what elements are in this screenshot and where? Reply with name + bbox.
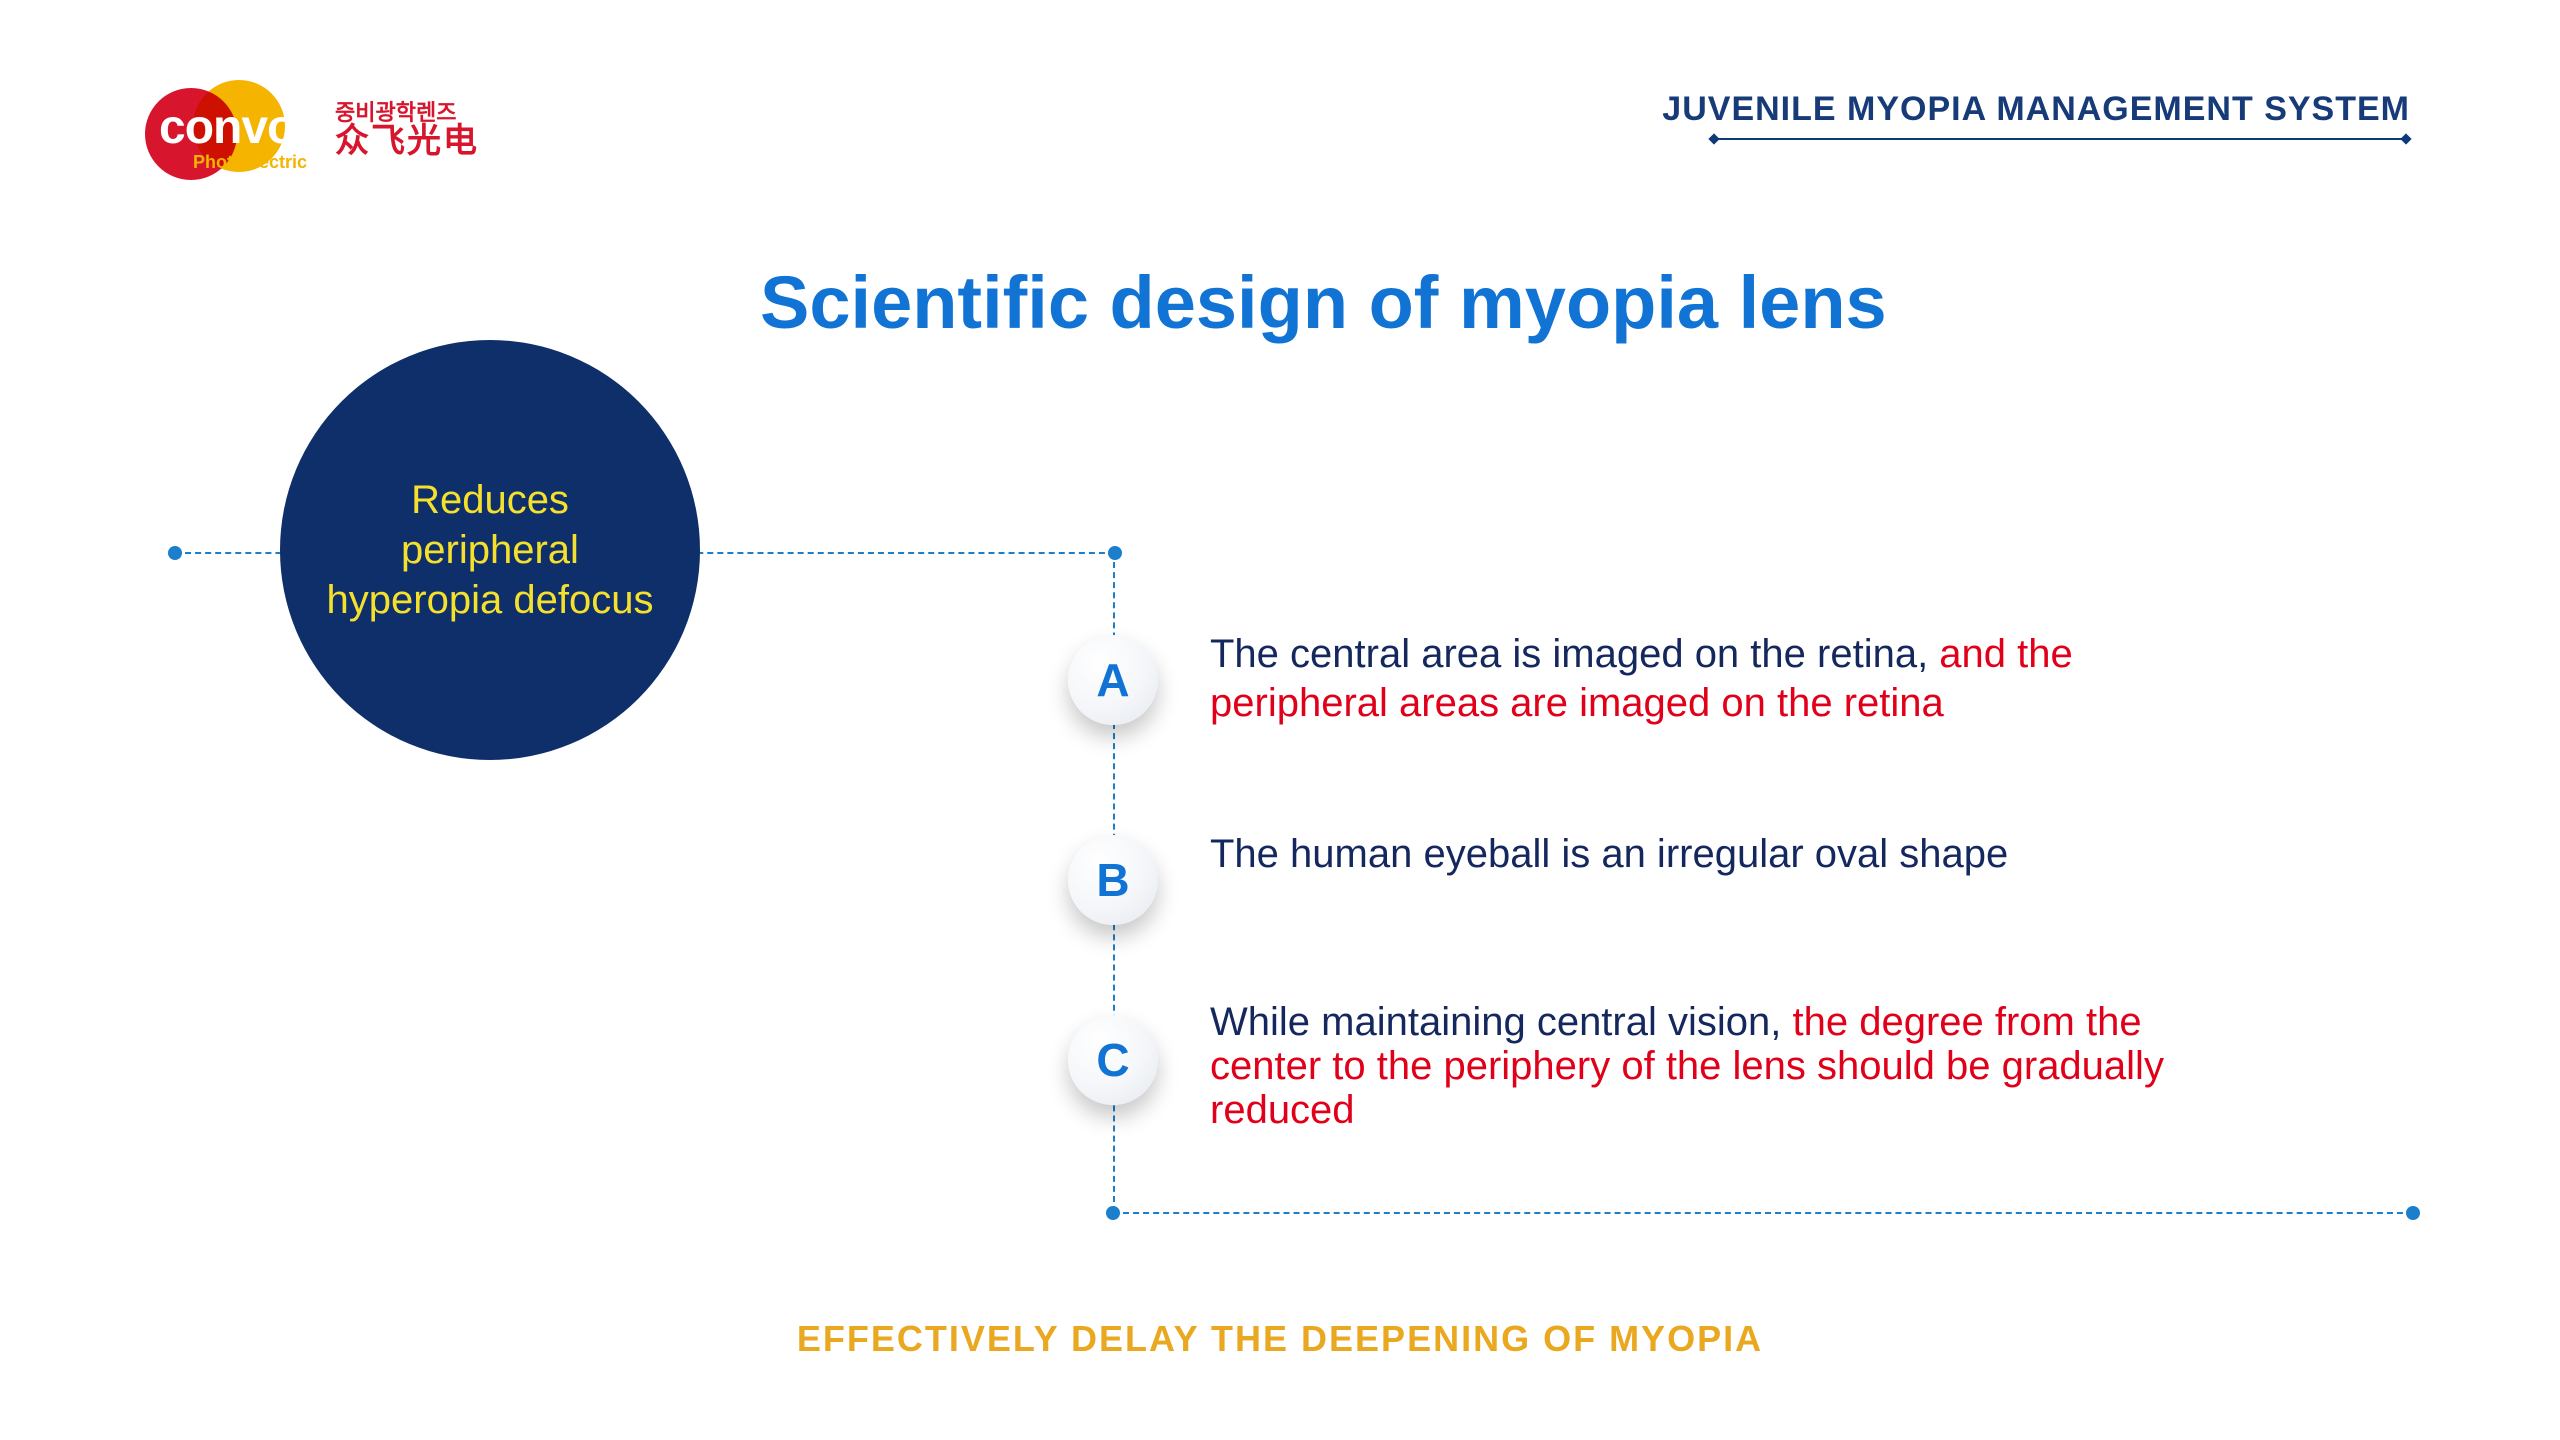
footer-tagline: EFFECTIVELY DELAY THE DEEPENING OF MYOPI… <box>0 1318 2560 1360</box>
point-letter-c: C <box>1096 1033 1129 1087</box>
brand-logo: convox Photoelectric 중비광학렌즈 众飞光电 <box>145 80 479 180</box>
header-subtitle: JUVENILE MYOPIA MANAGEMENT SYSTEM <box>1662 90 2410 129</box>
point-bubble-a: A <box>1068 635 1158 725</box>
point-b-text: The human eyeball is an irregular oval s… <box>1210 832 2008 876</box>
logo-mark: convox Photoelectric <box>145 80 325 180</box>
connector-bottom <box>1113 1212 2413 1214</box>
logo-sub: Photoelectric <box>193 152 307 173</box>
hero-circle-text: Reduces peripheral hyperopia defocus <box>320 475 660 625</box>
logo-chinese: 众飞光电 <box>335 124 479 160</box>
logo-korean: 중비광학렌즈 <box>335 101 479 124</box>
connector-dot <box>1108 546 1122 560</box>
point-text-a: The central area is imaged on the retina… <box>1210 630 2170 728</box>
header-underline <box>1710 138 2410 140</box>
point-letter-a: A <box>1096 653 1129 707</box>
point-bubble-c: C <box>1068 1015 1158 1105</box>
point-a-part1: The central area is imaged on the retina… <box>1210 632 1939 676</box>
connector-dot <box>2406 1206 2420 1220</box>
point-letter-b: B <box>1096 853 1129 907</box>
connector-dot <box>1106 1206 1120 1220</box>
point-c-part1: While maintaining central vision, <box>1210 1000 1792 1044</box>
main-title: Scientific design of myopia lens <box>760 260 1887 345</box>
hero-circle: Reduces peripheral hyperopia defocus <box>280 340 700 760</box>
connector-dot <box>168 546 182 560</box>
point-bubble-b: B <box>1068 835 1158 925</box>
logo-word: convox <box>159 100 321 155</box>
point-text-b: The human eyeball is an irregular oval s… <box>1210 830 2170 879</box>
point-text-c: While maintaining central vision, the de… <box>1210 1000 2170 1132</box>
